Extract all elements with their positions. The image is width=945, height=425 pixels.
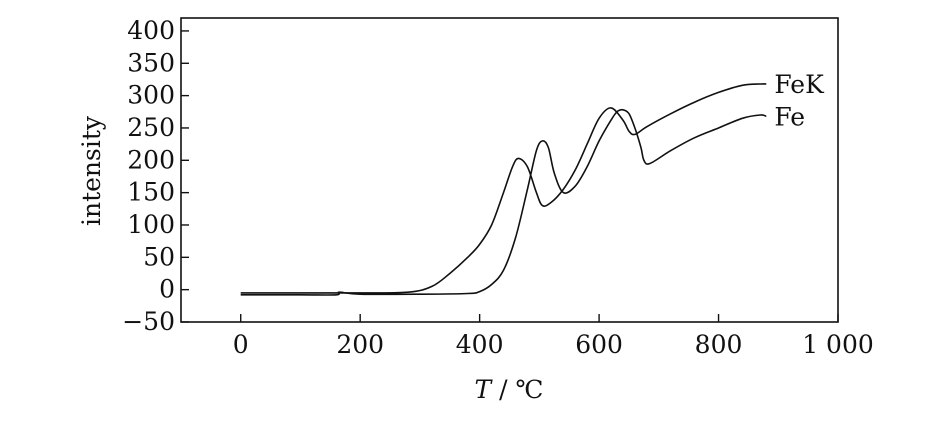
x-axis-label-unit: / ℃ <box>491 375 543 404</box>
y-tick-label: 350 <box>127 48 175 77</box>
x-axis-label-variable: T <box>475 375 494 404</box>
y-tick-label: 150 <box>127 178 175 207</box>
y-tick-label: 0 <box>159 275 175 304</box>
x-tick-label: 800 <box>695 330 743 359</box>
plot-frame <box>180 17 839 323</box>
x-axis: 0 200 400 600 800 1 000 <box>233 314 874 359</box>
x-tick-label: 1 000 <box>802 330 874 359</box>
y-tick-label: 250 <box>127 113 175 142</box>
series-group <box>240 83 767 296</box>
x-tick-label: 400 <box>456 330 504 359</box>
y-tick-label: 300 <box>127 81 175 110</box>
legend-label-fek: FeK <box>774 70 825 99</box>
y-tick-label: 400 <box>127 16 175 45</box>
series-line-fe <box>240 108 767 296</box>
legend: FeK Fe <box>774 70 825 131</box>
series-line-fek <box>240 83 767 294</box>
y-axis: −50 0 50 100 150 200 250 300 350 400 <box>122 16 189 336</box>
y-axis-label: intensity <box>77 115 106 226</box>
x-tick-label: 600 <box>575 330 623 359</box>
y-tick-label: 100 <box>127 210 175 239</box>
legend-label-fe: Fe <box>774 102 805 131</box>
y-tick-label: 50 <box>143 242 175 271</box>
x-axis-label: T / ℃ <box>475 375 544 404</box>
x-tick-label: 200 <box>336 330 384 359</box>
y-tick-label: −50 <box>122 307 175 336</box>
y-tick-label: 200 <box>127 145 175 174</box>
x-tick-label: 0 <box>233 330 249 359</box>
